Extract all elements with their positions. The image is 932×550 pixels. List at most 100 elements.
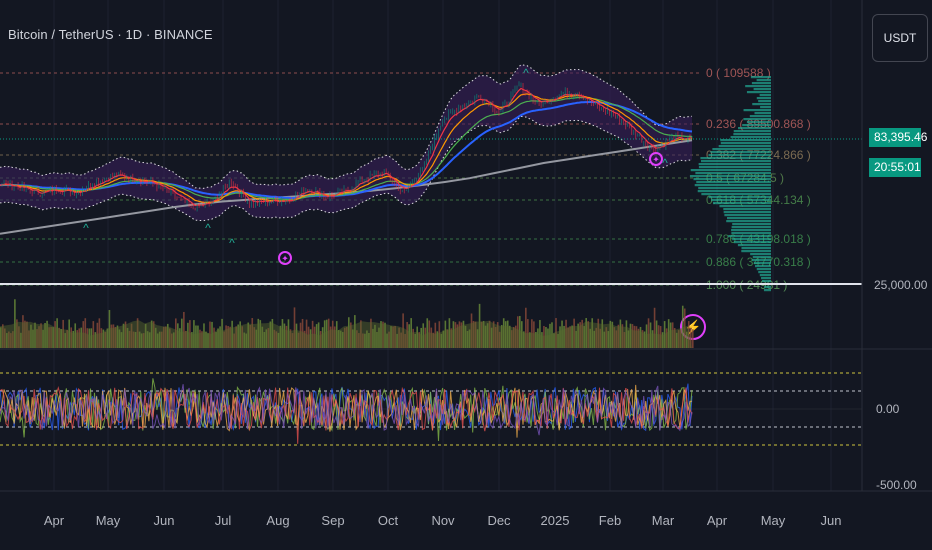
volume-bar [541,332,543,348]
band-fill [0,64,692,221]
x-tick-label: Apr [706,513,728,528]
volume-bar [32,329,34,348]
volume-bar [414,333,416,348]
profile-bar [698,163,771,166]
profile-bar [700,157,771,160]
signal-markers: ^ ^^^^✦✦⚡ [83,66,706,340]
buy-signal-caret: ^ [523,66,529,80]
volume-bar [689,327,692,348]
volume-bar [343,327,346,348]
volume-bar [525,307,527,348]
volume-bar [494,327,497,348]
volume-bar [452,321,455,348]
profile-bar [745,85,771,88]
volume-bar [36,329,38,348]
profile-bar [731,229,771,232]
volume-bar [154,327,157,348]
profile-bar [708,196,771,199]
volume-bar [146,331,149,348]
volume-bar [229,326,231,348]
profile-bar [749,115,771,118]
profile-bar [698,166,771,169]
volume-bar [466,330,469,348]
volume-bar [56,318,58,348]
volume-bar [50,326,52,348]
last-price-tag: 83,395.46 [869,128,927,147]
profile-bar [694,184,771,187]
volume-bar [687,321,690,348]
volume-bar [661,332,664,348]
volume-bar [277,332,280,348]
volume-bar [633,325,636,348]
volume-bar [406,321,408,348]
profile-bar [718,145,771,148]
volume-bar [551,322,553,348]
volume-bar [58,327,60,348]
volume-bar [547,328,549,348]
volume-bar [68,319,70,348]
volume-bar [195,325,197,348]
volume-bar [585,318,587,348]
volume-bar [567,327,569,348]
volume-bar [112,324,115,348]
volume-bar [549,323,551,348]
volume-bar [307,326,310,348]
volume-bar [420,327,423,348]
volume-bar [627,330,630,348]
volume-bar [468,329,471,348]
profile-bar [758,271,771,274]
volume-bar [645,324,648,348]
volume-bar [488,320,491,348]
price-level-label: 25,000.00 [874,278,928,292]
volume-bar [144,323,147,348]
profile-bar [738,127,771,130]
volume-bar [408,324,410,348]
volume-bar [416,326,419,348]
profile-bar [760,106,771,109]
volume-bar [462,320,465,348]
osc-bottom-label: -500.00 [876,478,917,490]
volume-bar [70,327,73,348]
volume-bar [44,323,46,348]
volume-bar [88,328,91,348]
volume-bar [438,321,441,348]
countdown-tag: 20:55:01 [869,158,921,177]
volume-bar [424,327,427,348]
volume-bar [110,324,113,348]
ema-blue-line [0,101,693,199]
x-tick-label: May [95,513,121,528]
volume-bar [213,327,215,348]
volume-bar [366,330,368,348]
volume-bar [442,330,445,348]
volume-bar [8,331,10,348]
volume-bar [374,324,376,348]
volume-bar [291,333,294,348]
volume-bar [519,315,521,348]
volume-bar [432,332,435,348]
profile-bar [719,205,771,208]
profile-bar [753,262,771,265]
oscillator-series-2 [0,384,693,438]
volume-bar [181,318,183,348]
currency-button[interactable]: USDT [872,14,928,62]
volume-bar [201,331,203,348]
volume-bar [448,318,451,348]
volume-bar [14,299,16,348]
volume-bar [681,305,684,348]
volume-bar [289,329,292,348]
volume-bar [571,325,573,348]
volume-bar [482,320,485,348]
volume-bar [263,332,266,348]
volume-bar [486,323,489,348]
volume-bar [362,333,364,348]
volume-bar [168,328,171,348]
profile-bar [741,250,771,253]
profile-bar [731,226,771,229]
volume-bar [350,322,352,348]
volume-bar [80,327,83,348]
symbol-title: Bitcoin / TetherUS · 1D · BINANCE [8,27,213,42]
profile-bar [752,103,771,106]
volume-bar [625,320,628,348]
volume-bar [543,325,545,348]
